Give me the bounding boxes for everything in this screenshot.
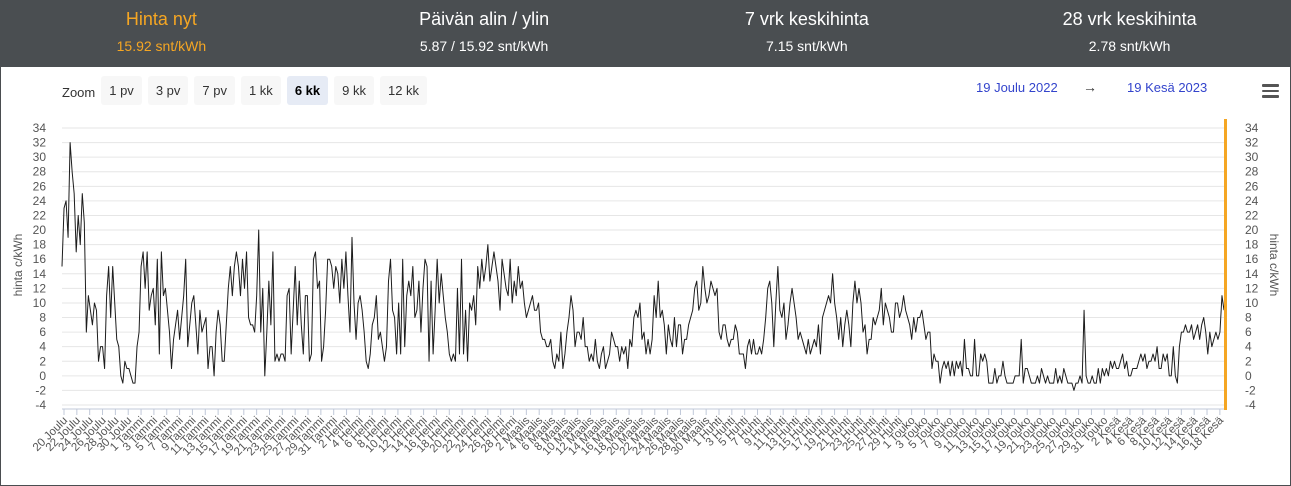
stat-value: 15.92 snt/kWh	[116, 38, 207, 54]
current-time-marker	[1224, 119, 1227, 410]
stat-28-day-average: 28 vrk keskihinta 2.78 snt/kWh	[968, 0, 1291, 67]
y-tick-label-right: 18	[1245, 238, 1259, 252]
y-tick-label-right: 10	[1245, 296, 1259, 310]
stat-7-day-average: 7 vrk keskihinta 7.15 snt/kWh	[646, 0, 969, 67]
stat-value: 7.15 snt/kWh	[766, 38, 848, 54]
zoom-controls: Zoom 1 pv 3 pv 7 pv 1 kk 6 kk 9 kk 12 kk	[62, 76, 433, 105]
y-tick-label-right: 30	[1245, 150, 1259, 164]
y-tick-label-right: 0	[1245, 369, 1252, 383]
range-end-date[interactable]: 19 Kesä 2023	[1127, 80, 1208, 95]
y-tick-label-left: 18	[33, 238, 47, 252]
y-tick-label-right: 26	[1245, 179, 1259, 193]
y-tick-label-left: 10	[33, 296, 47, 310]
stat-title: Päivän alin / ylin	[419, 9, 550, 29]
y-tick-label-left: 30	[33, 150, 47, 164]
stat-current-price: Hinta nyt 15.92 snt/kWh	[0, 0, 323, 67]
y-tick-label-left: 28	[33, 165, 47, 179]
y-tick-label-left: 34	[33, 121, 47, 135]
y-tick-label-right: 14	[1245, 267, 1259, 281]
stat-value: 2.78 snt/kWh	[1088, 38, 1171, 54]
y-tick-label-left: 0	[39, 369, 46, 383]
price-series-line	[61, 142, 1225, 391]
stats-header: Hinta nyt 15.92 snt/kWh Päivän alin / yl…	[0, 0, 1291, 67]
y-tick-label-left: 2	[39, 354, 46, 368]
y-tick-label-left: 12	[33, 281, 47, 295]
zoom-button-3-days[interactable]: 3 pv	[147, 76, 189, 105]
range-arrow: →	[1083, 79, 1097, 95]
zoom-label: Zoom	[62, 85, 96, 100]
y-tick-label-right: -2	[1245, 383, 1256, 397]
y-tick-label-right: 4	[1245, 340, 1252, 354]
y-tick-label-left: 8	[39, 311, 46, 325]
zoom-button-1-month[interactable]: 1 kk	[240, 76, 281, 105]
y-tick-label-right: 2	[1245, 354, 1252, 368]
hamburger-menu-icon[interactable]	[1262, 84, 1279, 98]
zoom-button-1-day[interactable]: 1 pv	[101, 76, 142, 105]
y-tick-label-left: 26	[33, 179, 47, 193]
y-tick-label-left: 6	[39, 325, 46, 339]
y-tick-label-right: 16	[1245, 252, 1259, 266]
stat-day-min-max: Päivän alin / ylin 5.87 / 15.92 snt/kWh	[323, 0, 646, 67]
y-tick-label-right: 12	[1245, 281, 1259, 295]
stat-title: 7 vrk keskihinta	[744, 9, 869, 29]
y-tick-label-right: 24	[1245, 194, 1259, 208]
y-axis-title-left: hinta c/kWh	[11, 234, 25, 297]
y-tick-label-left: 24	[33, 194, 47, 208]
y-tick-label-right: 34	[1245, 121, 1259, 135]
zoom-button-6-months[interactable]: 6 kk	[286, 76, 329, 105]
grid-lines	[62, 127, 1227, 410]
y-tick-label-left: 14	[33, 267, 47, 281]
zoom-button-7-days[interactable]: 7 pv	[194, 76, 235, 105]
zoom-button-12-months[interactable]: 12 kk	[379, 76, 428, 105]
zoom-button-9-months[interactable]: 9 kk	[334, 76, 374, 105]
y-tick-label-right: 22	[1245, 208, 1259, 222]
y-tick-label-left: 20	[33, 223, 47, 237]
y-axis-title-right: hinta c/kWh	[1267, 234, 1281, 297]
y-tick-label-left: -2	[35, 383, 46, 397]
y-tick-label-left: -4	[35, 398, 46, 412]
y-tick-label-right: -4	[1245, 398, 1256, 412]
stat-value: 5.87 / 15.92 snt/kWh	[419, 38, 549, 54]
y-tick-label-right: 28	[1245, 165, 1259, 179]
y-tick-label-left: 22	[33, 208, 47, 222]
stat-title: Hinta nyt	[125, 9, 197, 29]
y-tick-label-right: 6	[1245, 325, 1252, 339]
y-tick-label-left: 32	[33, 136, 47, 150]
y-tick-label-right: 32	[1245, 136, 1259, 150]
y-tick-label-left: 4	[39, 340, 46, 354]
y-tick-label-right: 20	[1245, 223, 1259, 237]
y-tick-label-left: 16	[33, 252, 47, 266]
y-tick-label-right: 8	[1245, 311, 1252, 325]
range-start-date[interactable]: 19 Joulu 2022	[976, 80, 1058, 95]
stat-title: 28 vrk keskihinta	[1062, 9, 1197, 29]
